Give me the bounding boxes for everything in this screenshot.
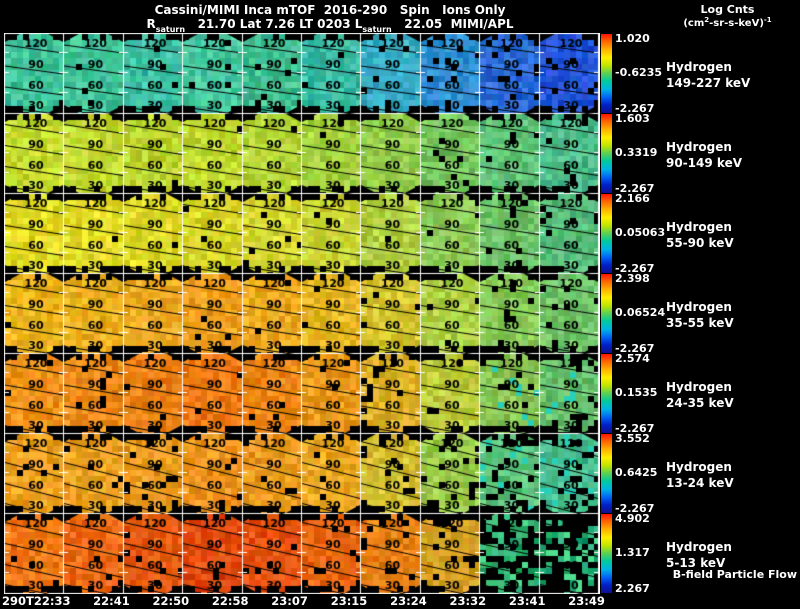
- time-tick-label: 22:50: [152, 594, 190, 608]
- r-saturn-subscript: saturn: [155, 25, 186, 34]
- energy-range-label: 35-55 keV: [666, 316, 734, 330]
- bfield-flow-note: B-field Particle Flow: [672, 568, 797, 581]
- colorbar-max-label: 2.398: [615, 272, 650, 285]
- position-values: 21.70 Lat 7.26 LT 0203: [185, 17, 355, 31]
- l-shell-subscript: saturn: [362, 25, 392, 34]
- colorbar: [601, 514, 612, 593]
- energy-range-label: 90-149 keV: [666, 156, 742, 170]
- species-label: Hydrogen: [666, 540, 732, 554]
- species-label: Hydrogen: [666, 60, 732, 74]
- colorbar-mid-label: 0.6425: [615, 466, 658, 479]
- time-tick-label: 23:24: [390, 594, 427, 608]
- l-shell-value: 22.05 MIMI/APL: [391, 17, 514, 31]
- time-tick-label: 23:15: [330, 594, 368, 608]
- colorbar-mid-label: 0.3319: [615, 146, 658, 159]
- colorbar: [601, 194, 612, 273]
- time-tick-label: 23:07: [271, 594, 308, 608]
- colorbar-mid-label: 0.1535: [615, 386, 658, 399]
- colorbar-max-label: 1.603: [615, 112, 650, 125]
- time-tick-label: 23:32: [449, 594, 487, 608]
- colorbar: [601, 34, 612, 113]
- r-saturn-label: R: [146, 17, 156, 31]
- colorbar-min-label: -2.267: [615, 342, 655, 355]
- l-shell-label: L: [354, 17, 363, 31]
- colorbar-max-label: 2.574: [615, 352, 650, 365]
- colorbar-mid-label: 0.06524: [615, 306, 666, 319]
- time-tick-label: 22:41: [93, 594, 130, 608]
- colorbar-min-label: -2.267: [615, 102, 655, 115]
- time-tick-label: 23:41: [508, 594, 546, 608]
- colorbar-min-label: -2.267: [615, 262, 655, 275]
- energy-range-label: 55-90 keV: [666, 236, 734, 250]
- squared-superscript: 2: [704, 16, 710, 24]
- spectrogram-grid: [4, 33, 600, 594]
- colorbar-max-label: 4.902: [615, 512, 650, 525]
- colorbar: [601, 274, 612, 353]
- colorbar-min-label: -2.267: [615, 182, 655, 195]
- page-title: Cassini/MIMI Inca mTOF 2016-290 Spin Ion…: [154, 3, 506, 17]
- species-label: Hydrogen: [666, 460, 732, 474]
- time-tick-label: 23:49: [568, 594, 605, 608]
- colorbar-mid-label: 1.317: [615, 546, 650, 559]
- colorbar-min-label: 2.267: [615, 582, 650, 595]
- species-label: Hydrogen: [666, 140, 732, 154]
- time-tick-label: 290T22:33: [2, 594, 71, 608]
- colorbar-max-label: 1.020: [615, 32, 650, 45]
- colorbar-title: Log Cnts: [700, 3, 755, 16]
- colorbar-min-label: -2.267: [615, 422, 655, 435]
- species-label: Hydrogen: [666, 380, 732, 394]
- colorbar-mid-label: -0.6235: [615, 66, 663, 79]
- energy-range-label: 24-35 keV: [666, 396, 734, 410]
- energy-range-label: 13-24 keV: [666, 476, 734, 490]
- colorbar-max-label: 3.552: [615, 432, 650, 445]
- subtitle: Rsaturn 21.70 Lat 7.26 LT 0203 Lsaturn 2…: [0, 17, 660, 34]
- colorbar-min-label: -2.267: [615, 502, 655, 515]
- species-label: Hydrogen: [666, 300, 732, 314]
- species-label: Hydrogen: [666, 220, 732, 234]
- colorbar: [601, 114, 612, 193]
- colorbar: [601, 354, 612, 433]
- colorbar-max-label: 2.166: [615, 192, 650, 205]
- colorbar: [601, 434, 612, 513]
- inverse-superscript: -1: [763, 16, 772, 24]
- time-tick-label: 22:58: [211, 594, 249, 608]
- energy-range-label: 149-227 keV: [666, 76, 751, 90]
- energy-range-label: 5-13 keV: [666, 556, 726, 570]
- colorbar-units: (cm2-sr-s-keV)-1: [683, 16, 772, 29]
- colorbar-mid-label: 0.05063: [615, 226, 666, 239]
